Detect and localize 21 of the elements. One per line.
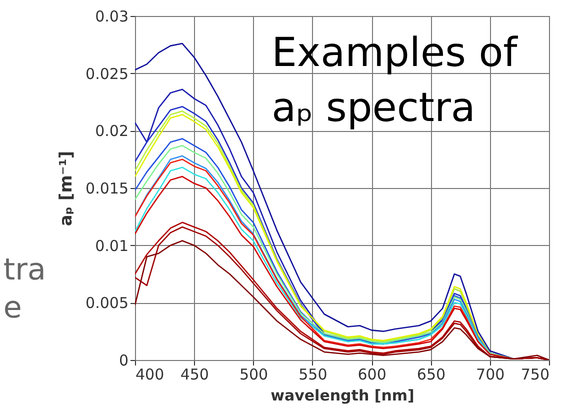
y-tick-label: 0.02 [95, 122, 128, 140]
y-tick-label: 0.01 [95, 236, 128, 255]
annotation: Examples of [272, 30, 518, 76]
annotation: aₚ spectra [272, 84, 476, 131]
x-tick-label: 700 [476, 366, 505, 384]
text: e [3, 290, 22, 326]
y-tick-label: 0.025 [86, 64, 128, 83]
x-tick-label: 500 [239, 366, 268, 384]
y-tick-label: 0.03 [95, 8, 128, 26]
y-axis-title: aₚ [m⁻¹] [56, 150, 77, 226]
x-tick-label: 550 [298, 366, 328, 384]
x-tick-label: 450 [180, 366, 209, 384]
y-tick-label: 0.015 [86, 180, 128, 198]
text: tra [3, 252, 46, 288]
x-tick-label: 400 [136, 366, 164, 384]
y-tick-label: 0 [118, 352, 128, 370]
x-tick-label: 650 [416, 366, 446, 384]
x-tick-label: 600 [358, 366, 386, 384]
x-tick-label: 750 [520, 366, 550, 384]
y-tick-label: 0.005 [86, 294, 128, 312]
x-axis-title: wavelength [nm] [270, 386, 414, 404]
